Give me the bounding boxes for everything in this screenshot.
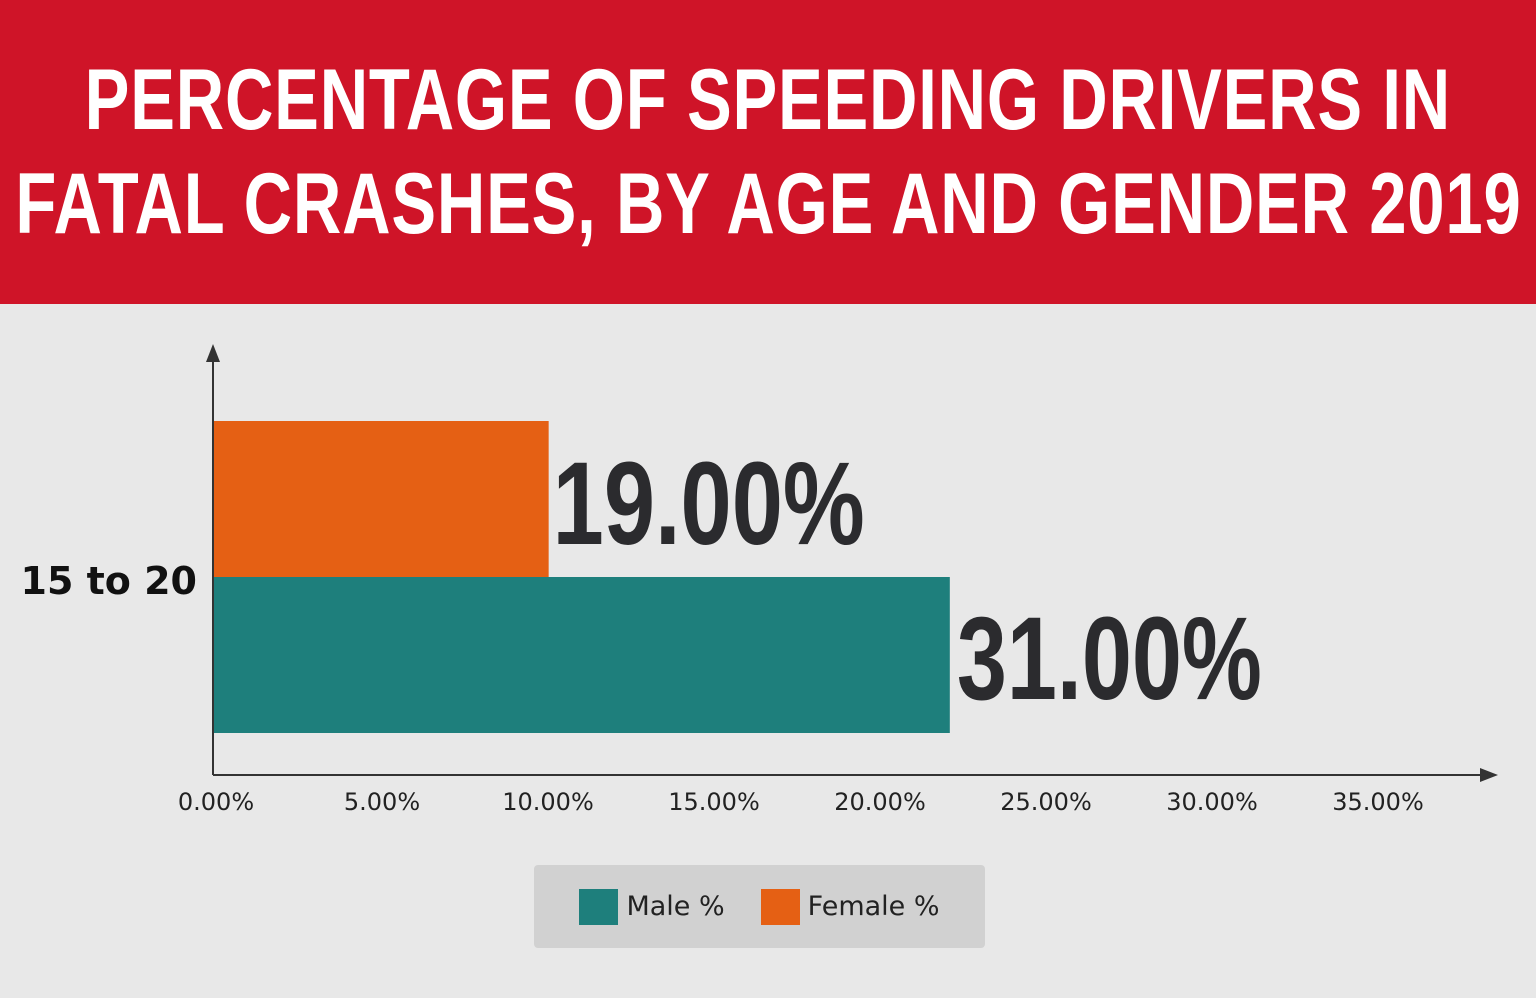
chart-title-line-2: FATAL CRASHES, BY AGE AND GENDER 2019 <box>14 156 1522 252</box>
legend-item-male: Male % <box>579 888 725 925</box>
x-tick-label: 35.00% <box>1332 788 1424 816</box>
y-category-label: 15 to 20 <box>21 559 198 603</box>
y-axis-arrow <box>206 344 220 362</box>
bar-female-15-to-20 <box>213 421 549 577</box>
x-tick-label: 20.00% <box>834 788 926 816</box>
x-tick-label: 15.00% <box>668 788 760 816</box>
bar-male-15-to-20 <box>213 577 950 733</box>
legend-swatch-male <box>579 888 619 925</box>
x-tick-label: 5.00% <box>344 788 420 816</box>
title-banner: PERCENTAGE OF SPEEDING DRIVERS IN FATAL … <box>0 0 1536 304</box>
chart-title-line-1: PERCENTAGE OF SPEEDING DRIVERS IN <box>84 52 1452 148</box>
legend-label-male: Male % <box>626 891 725 922</box>
legend-swatch-female <box>760 888 800 925</box>
data-label-female: 19.00% <box>553 438 865 570</box>
chart-legend: Male % Female % <box>534 865 985 948</box>
x-tick-label: 25.00% <box>1000 788 1092 816</box>
x-tick-label: 10.00% <box>502 788 594 816</box>
x-axis-arrow <box>1480 768 1498 782</box>
legend-label-female: Female % <box>807 891 940 922</box>
x-tick-label: 30.00% <box>1166 788 1258 816</box>
x-tick-label: 0.00% <box>178 788 254 816</box>
data-label-male: 31.00% <box>957 593 1262 725</box>
legend-item-female: Female % <box>760 888 940 925</box>
